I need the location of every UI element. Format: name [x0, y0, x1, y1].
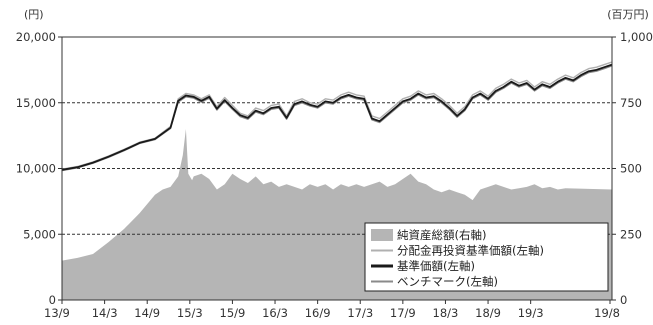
gridlines: [62, 102, 612, 235]
x-tick-label: 19/3: [518, 306, 544, 320]
right-tick-label: 250: [620, 227, 642, 241]
right-tick-label: 500: [620, 162, 642, 176]
x-axis-ticks: 13/9 14/3 14/9 15/3 15/9 16/3 16/9 17/3 17/9 18/3…: [44, 300, 620, 320]
x-tick-label: 16/3: [262, 306, 288, 320]
left-axis-ticks: 0 5,000 10,000 15,000 20,000: [16, 30, 62, 307]
left-tick-label: 15,000: [16, 96, 56, 110]
right-tick-label: 1,000: [620, 30, 653, 44]
nav-line: [61, 63, 613, 171]
left-tick-label: 0: [49, 293, 56, 307]
x-tick-label: 19/8: [594, 306, 620, 320]
x-tick-label: 14/9: [134, 306, 160, 320]
left-tick-label: 10,000: [16, 162, 56, 176]
legend-label: ベンチマーク(左軸): [397, 275, 498, 289]
x-tick-label: 17/3: [347, 306, 373, 320]
legend: 純資産総額(右軸) 分配金再投資基準価額(左軸)基準価額(左軸) ベンチマーク(左軸…: [364, 222, 609, 292]
benchmark-line: [61, 65, 613, 172]
legend-label: 基準価額(左軸): [397, 259, 475, 273]
legend-box: [364, 222, 609, 292]
x-tick-label: 18/3: [433, 306, 459, 320]
left-axis-unit: (円): [24, 8, 44, 21]
reinvested-nav-line: [61, 61, 613, 170]
x-tick-label: 16/9: [305, 306, 331, 320]
right-axis-unit: (百万円): [607, 8, 649, 21]
legend-label: 分配金再投資基準価額(左軸): [397, 244, 544, 258]
left-tick-label: 20,000: [16, 30, 56, 44]
x-tick-label: 15/3: [177, 306, 203, 320]
left-tick-label: 5,000: [23, 227, 56, 241]
x-tick-label: 14/3: [92, 306, 118, 320]
x-tick-label: 18/9: [475, 306, 501, 320]
x-tick-label: 17/9: [390, 306, 416, 320]
legend-swatch-net-assets: [371, 229, 393, 241]
right-tick-label: 750: [620, 96, 642, 110]
x-tick-label: 13/9: [44, 306, 70, 320]
price-lines-layer: [61, 61, 613, 172]
right-axis-ticks: 0 250 500 750 1,000: [612, 30, 653, 307]
right-tick-label: 0: [620, 293, 627, 307]
x-tick-label: 15/9: [220, 306, 246, 320]
legend-label: 純資産総額(右軸): [397, 228, 486, 242]
